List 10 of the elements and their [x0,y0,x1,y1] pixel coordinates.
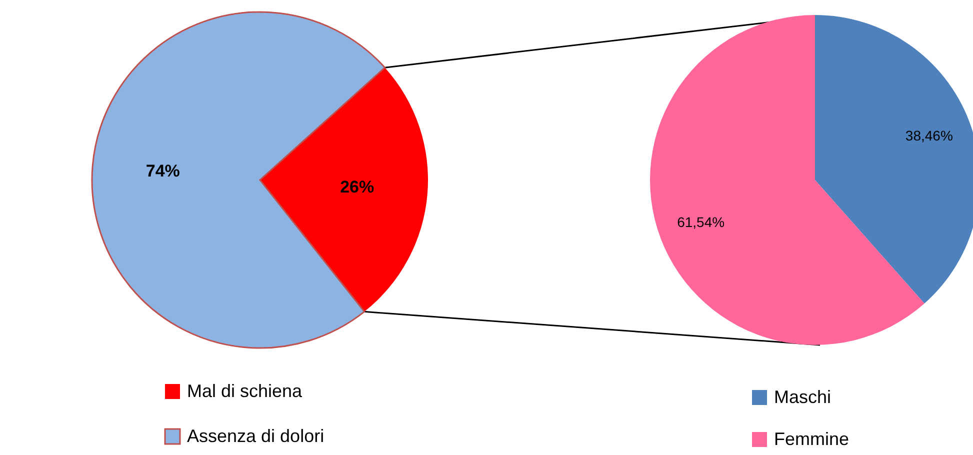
data-label: 38,46% [905,127,953,144]
data-label: 74% [146,161,180,180]
legend-label: Femmine [774,428,850,449]
data-label: 26% [340,178,374,197]
legend-label: Mal di schiena [187,380,304,401]
pie-slice [91,12,386,349]
pie-slice [260,68,428,312]
legend-label: Assenza di dolori [187,426,324,446]
legend-label: Maschi [774,386,832,407]
data-label: 61,54% [677,214,725,230]
